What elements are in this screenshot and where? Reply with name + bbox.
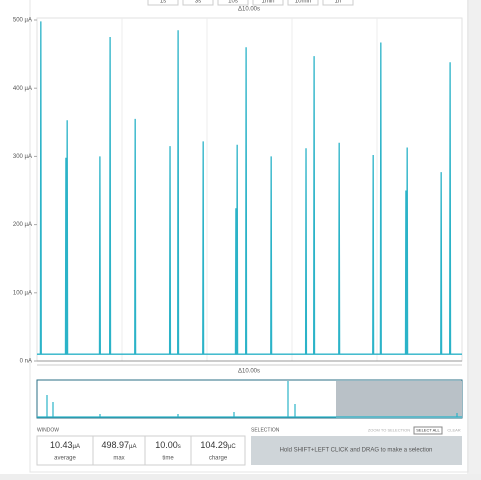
bottom-bar [0, 474, 481, 480]
zoom-button[interactable] [147, 0, 179, 6]
stat-box [92, 435, 146, 466]
y-tick-label: 0 nA [20, 359, 32, 365]
stat-box [144, 435, 192, 466]
zoom-button-label: 1s [160, 0, 166, 5]
zoom-button[interactable] [217, 0, 249, 6]
selection-button[interactable] [366, 427, 412, 434]
stat-unit: µC [228, 444, 236, 450]
stat-label: average [54, 456, 76, 462]
stat-value: 10.00s [155, 440, 181, 450]
stat-unit: µA [129, 444, 136, 450]
stat-number: 104.29 [200, 440, 228, 450]
zoom-button-label: 10s [228, 0, 238, 5]
selection-button[interactable] [446, 427, 462, 434]
stat-value: 10.43µA [50, 440, 80, 450]
panel [29, 0, 469, 473]
stat-value: 104.29µC [200, 440, 236, 450]
zoom-button[interactable] [322, 0, 354, 6]
selection-title: SELECTION [251, 427, 280, 433]
zoom-button[interactable] [252, 0, 284, 6]
stat-unit: µA [73, 444, 80, 450]
stat-number: 10.00 [155, 440, 178, 450]
stat-value: 498.97µA [102, 440, 137, 450]
selection-box [251, 436, 462, 465]
stat-unit: s [178, 444, 181, 450]
main-window-label: Δ10.00s [238, 7, 260, 13]
stat-label: max [113, 456, 124, 462]
side-bar [467, 0, 481, 480]
y-tick-label: 200 µA [13, 222, 32, 228]
zoom-button[interactable] [182, 0, 214, 6]
zoom-button-label: 1min [261, 0, 274, 5]
zoom-button[interactable] [287, 0, 319, 6]
window-title: WINDOW [37, 427, 59, 433]
stat-box [36, 435, 94, 466]
stat-number: 10.43 [50, 440, 73, 450]
zoom-button-label: 3s [195, 0, 201, 5]
zoom-button-label: 1h [335, 0, 342, 5]
current-trace [37, 21, 462, 355]
stat-label: time [162, 456, 174, 462]
selection-button-label: SELECT ALL [416, 428, 440, 433]
overview-window-label: Δ10.00s [238, 369, 260, 375]
y-tick-label: 400 µA [13, 86, 32, 92]
stat-number: 498.97 [102, 440, 130, 450]
stat-box [190, 435, 246, 466]
stat-label: charge [209, 456, 228, 462]
overview-selection[interactable] [336, 381, 462, 418]
selection-hint: Hold SHIFT+LEFT CLICK and DRAG to make a… [280, 448, 433, 454]
y-tick-label: 300 µA [13, 154, 32, 160]
selection-button[interactable] [413, 426, 443, 435]
selection-button-label: CLEAR [447, 428, 460, 433]
overview-trace [37, 381, 462, 418]
zoom-button-label: 10min [295, 0, 311, 5]
y-tick-label: 100 µA [13, 290, 32, 296]
selection-button-label: ZOOM TO SELECTION [368, 428, 410, 433]
y-tick-label: 500 µA [13, 18, 32, 24]
